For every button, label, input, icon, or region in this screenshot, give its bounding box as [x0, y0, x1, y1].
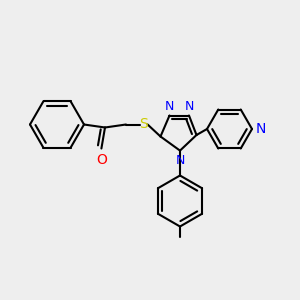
Text: N: N — [184, 100, 194, 112]
Text: N: N — [165, 100, 174, 112]
Text: N: N — [175, 154, 185, 166]
Text: S: S — [140, 118, 148, 131]
Text: N: N — [256, 122, 266, 136]
Text: O: O — [96, 153, 107, 167]
